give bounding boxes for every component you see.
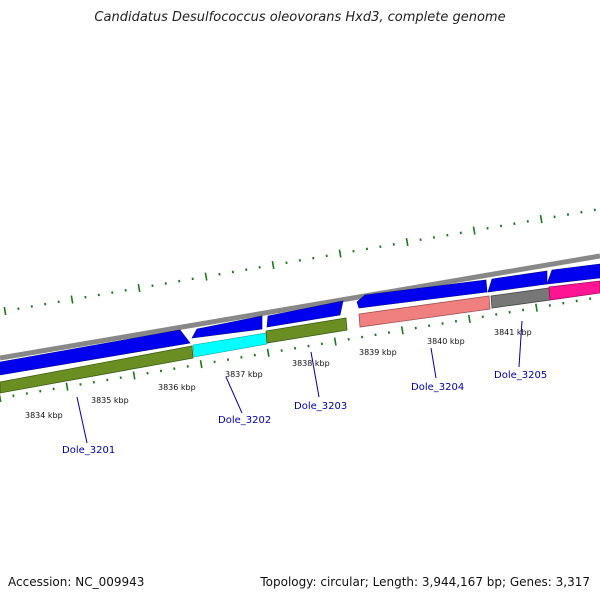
inner-tick-scale	[0, 297, 592, 403]
gene-link-line	[76, 396, 88, 444]
major-tick	[0, 393, 2, 403]
gene-label-dole-3201[interactable]: Dole_3201	[62, 445, 115, 456]
major-tick	[467, 314, 471, 324]
gene-arrow-forward[interactable]	[266, 300, 344, 328]
major-tick	[70, 295, 74, 304]
genome-stats-text: Topology: circular; Length: 3,944,167 bp…	[260, 575, 590, 589]
gene-arrow-reverse[interactable]	[191, 315, 263, 339]
major-tick	[400, 326, 404, 335]
major-tick	[3, 306, 7, 316]
cds-block-olive[interactable]	[265, 317, 348, 344]
gene-label-dole-3205[interactable]: Dole_3205	[494, 370, 547, 381]
tick-label-3835: 3835 kbp	[91, 396, 129, 405]
tick-label-3840: 3840 kbp	[427, 337, 465, 346]
gene-link-line	[430, 347, 437, 379]
gene-arrow-reverse[interactable]	[356, 279, 488, 309]
gene-label-dole-3203[interactable]: Dole_3203	[294, 401, 347, 412]
tick-label-3838: 3838 kbp	[292, 359, 330, 368]
major-tick	[199, 360, 203, 369]
tick-label-3834: 3834 kbp	[25, 411, 63, 420]
major-tick	[405, 237, 409, 247]
gene-label-dole-3204[interactable]: Dole_3204	[411, 382, 464, 393]
page-title: Candidatus Desulfococcus oleovorans Hxd3…	[94, 10, 506, 25]
tick-label-3836: 3836 kbp	[158, 383, 196, 392]
gene-link-line	[310, 351, 320, 398]
cds-block-olive[interactable]	[0, 345, 194, 394]
major-tick	[333, 337, 337, 346]
gene-arrow-forward[interactable]	[0, 329, 191, 376]
cds-block-magenta[interactable]	[548, 280, 600, 301]
cds-block-cyan[interactable]	[192, 332, 268, 358]
outer-tick-scale	[3, 208, 596, 316]
gene-link-line	[518, 320, 523, 368]
tick-label-3839: 3839 kbp	[359, 348, 397, 357]
major-tick	[534, 303, 538, 312]
tick-label-3841: 3841 kbp	[494, 328, 532, 337]
genome-backbone	[0, 253, 600, 361]
accession-text: Accession: NC_009943	[8, 575, 145, 589]
major-tick	[472, 226, 476, 235]
major-tick	[137, 283, 141, 293]
major-tick	[266, 348, 270, 357]
major-tick	[204, 272, 208, 281]
gene-label-dole-3202[interactable]: Dole_3202	[218, 415, 271, 426]
major-tick	[539, 215, 543, 224]
major-tick	[65, 382, 69, 391]
major-tick	[132, 371, 136, 380]
major-tick	[338, 249, 342, 258]
tick-label-3837: 3837 kbp	[225, 370, 263, 379]
major-tick	[271, 260, 275, 270]
cds-block-gray[interactable]	[490, 287, 551, 309]
gene-link-line	[225, 376, 243, 414]
gene-arrow-reverse[interactable]	[546, 263, 600, 285]
cds-block-salmon[interactable]	[358, 295, 491, 328]
